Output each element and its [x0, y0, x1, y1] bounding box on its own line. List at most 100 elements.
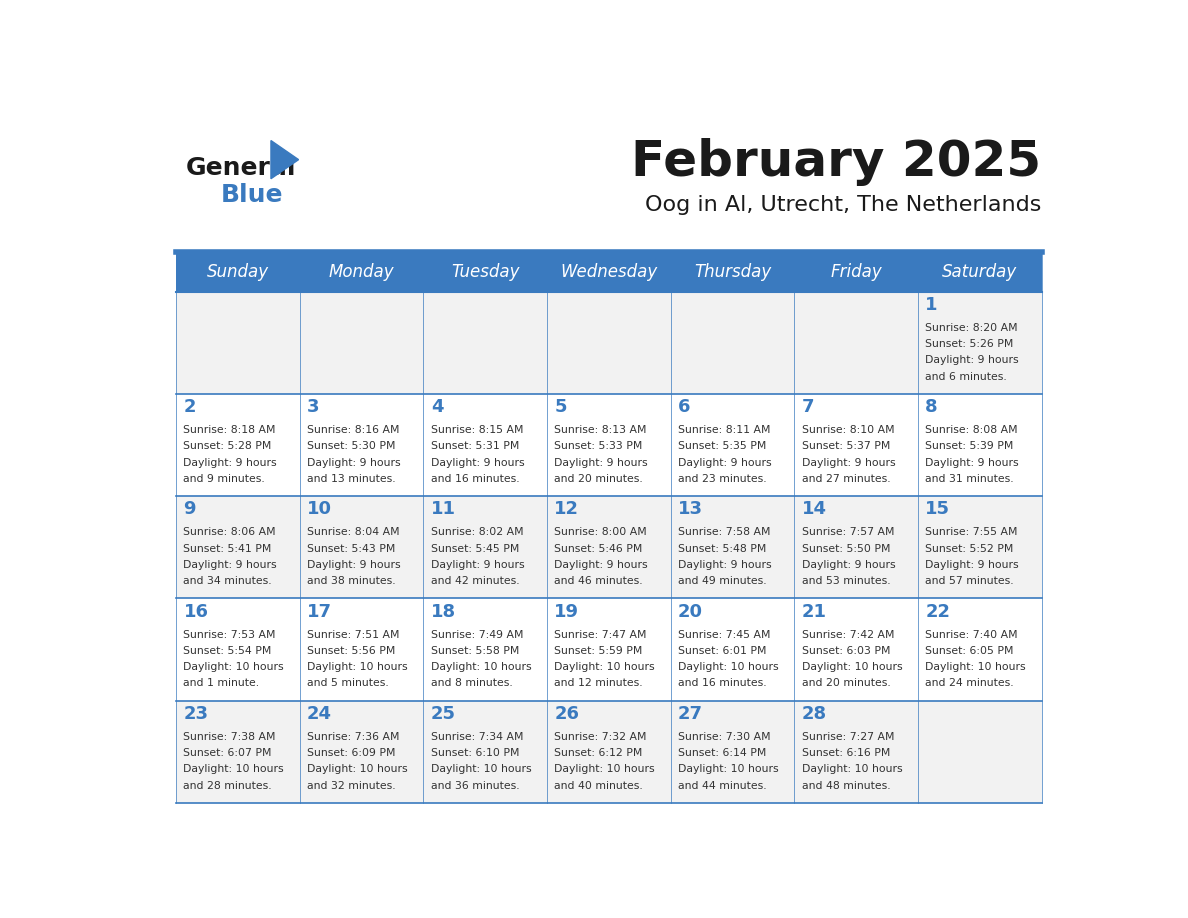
Text: Daylight: 10 hours: Daylight: 10 hours — [431, 765, 531, 774]
Text: Sunrise: 7:53 AM: Sunrise: 7:53 AM — [183, 630, 276, 640]
Text: and 20 minutes.: and 20 minutes. — [802, 678, 891, 688]
Text: and 32 minutes.: and 32 minutes. — [308, 780, 396, 790]
Text: and 24 minutes.: and 24 minutes. — [925, 678, 1013, 688]
Text: Daylight: 10 hours: Daylight: 10 hours — [678, 662, 778, 672]
Text: Daylight: 9 hours: Daylight: 9 hours — [431, 560, 524, 570]
Text: and 16 minutes.: and 16 minutes. — [431, 474, 519, 484]
Text: and 44 minutes.: and 44 minutes. — [678, 780, 766, 790]
Text: 16: 16 — [183, 603, 208, 621]
Text: 20: 20 — [678, 603, 703, 621]
Text: Sunrise: 8:18 AM: Sunrise: 8:18 AM — [183, 425, 276, 435]
Text: Daylight: 10 hours: Daylight: 10 hours — [925, 662, 1026, 672]
Bar — [546, 700, 671, 803]
Text: Sunset: 5:41 PM: Sunset: 5:41 PM — [183, 543, 272, 554]
Bar — [423, 394, 546, 497]
Bar — [423, 700, 546, 803]
Text: 22: 22 — [925, 603, 950, 621]
Text: Sunset: 5:33 PM: Sunset: 5:33 PM — [555, 442, 643, 452]
Bar — [795, 599, 918, 700]
Text: Daylight: 10 hours: Daylight: 10 hours — [308, 765, 407, 774]
Text: Sunset: 6:09 PM: Sunset: 6:09 PM — [308, 748, 396, 758]
Text: and 42 minutes.: and 42 minutes. — [431, 577, 519, 586]
Text: Blue: Blue — [220, 183, 283, 207]
Text: Sunset: 6:10 PM: Sunset: 6:10 PM — [431, 748, 519, 758]
Text: 12: 12 — [555, 500, 580, 519]
Text: Sunrise: 8:15 AM: Sunrise: 8:15 AM — [431, 425, 523, 435]
Text: 26: 26 — [555, 705, 580, 722]
Text: Daylight: 9 hours: Daylight: 9 hours — [925, 355, 1019, 365]
Text: 13: 13 — [678, 500, 703, 519]
Text: Sunrise: 7:57 AM: Sunrise: 7:57 AM — [802, 527, 895, 537]
Text: Sunrise: 7:36 AM: Sunrise: 7:36 AM — [308, 732, 399, 742]
Text: Friday: Friday — [830, 263, 881, 281]
Text: 23: 23 — [183, 705, 208, 722]
Bar — [423, 292, 546, 394]
Text: Sunset: 6:12 PM: Sunset: 6:12 PM — [555, 748, 643, 758]
Bar — [423, 497, 546, 599]
Text: Saturday: Saturday — [942, 263, 1017, 281]
Text: 19: 19 — [555, 603, 580, 621]
Text: 2: 2 — [183, 398, 196, 416]
Text: 7: 7 — [802, 398, 814, 416]
Text: General: General — [185, 156, 296, 180]
Text: Daylight: 9 hours: Daylight: 9 hours — [555, 560, 647, 570]
Text: Sunrise: 7:45 AM: Sunrise: 7:45 AM — [678, 630, 771, 640]
Text: and 16 minutes.: and 16 minutes. — [678, 678, 766, 688]
Bar — [918, 497, 1042, 599]
Text: Sunrise: 8:11 AM: Sunrise: 8:11 AM — [678, 425, 771, 435]
Bar — [671, 292, 795, 394]
Bar — [795, 394, 918, 497]
Text: Sunset: 5:31 PM: Sunset: 5:31 PM — [431, 442, 519, 452]
Text: 17: 17 — [308, 603, 333, 621]
Bar — [176, 394, 299, 497]
Text: Sunset: 5:37 PM: Sunset: 5:37 PM — [802, 442, 890, 452]
Text: Sunrise: 7:58 AM: Sunrise: 7:58 AM — [678, 527, 771, 537]
Text: Sunrise: 7:51 AM: Sunrise: 7:51 AM — [308, 630, 399, 640]
Text: Sunset: 5:35 PM: Sunset: 5:35 PM — [678, 442, 766, 452]
Text: Sunset: 5:30 PM: Sunset: 5:30 PM — [308, 442, 396, 452]
Text: 21: 21 — [802, 603, 827, 621]
Text: Sunset: 6:07 PM: Sunset: 6:07 PM — [183, 748, 272, 758]
Text: Sunset: 5:54 PM: Sunset: 5:54 PM — [183, 646, 272, 655]
Text: Daylight: 10 hours: Daylight: 10 hours — [431, 662, 531, 672]
Text: and 27 minutes.: and 27 minutes. — [802, 474, 890, 484]
Text: and 6 minutes.: and 6 minutes. — [925, 372, 1007, 382]
Text: Sunset: 5:43 PM: Sunset: 5:43 PM — [308, 543, 396, 554]
Text: 4: 4 — [431, 398, 443, 416]
Text: 28: 28 — [802, 705, 827, 722]
Bar — [176, 292, 299, 394]
Text: Daylight: 9 hours: Daylight: 9 hours — [308, 560, 400, 570]
Text: Sunrise: 8:02 AM: Sunrise: 8:02 AM — [431, 527, 524, 537]
Text: and 20 minutes.: and 20 minutes. — [555, 474, 643, 484]
Text: Sunrise: 8:00 AM: Sunrise: 8:00 AM — [555, 527, 647, 537]
Text: Sunrise: 7:42 AM: Sunrise: 7:42 AM — [802, 630, 895, 640]
Text: and 34 minutes.: and 34 minutes. — [183, 577, 272, 586]
Text: 9: 9 — [183, 500, 196, 519]
Text: and 36 minutes.: and 36 minutes. — [431, 780, 519, 790]
Text: Sunset: 6:05 PM: Sunset: 6:05 PM — [925, 646, 1013, 655]
Text: Sunset: 5:26 PM: Sunset: 5:26 PM — [925, 339, 1013, 349]
Text: Sunrise: 8:13 AM: Sunrise: 8:13 AM — [555, 425, 647, 435]
Text: Daylight: 10 hours: Daylight: 10 hours — [555, 765, 655, 774]
Text: Daylight: 9 hours: Daylight: 9 hours — [802, 560, 896, 570]
Text: 18: 18 — [431, 603, 456, 621]
Text: Daylight: 10 hours: Daylight: 10 hours — [802, 662, 903, 672]
Bar — [671, 599, 795, 700]
Text: and 46 minutes.: and 46 minutes. — [555, 577, 643, 586]
Text: February 2025: February 2025 — [632, 139, 1042, 186]
Bar — [546, 599, 671, 700]
Text: and 48 minutes.: and 48 minutes. — [802, 780, 890, 790]
Text: 11: 11 — [431, 500, 456, 519]
Text: Sunset: 5:28 PM: Sunset: 5:28 PM — [183, 442, 272, 452]
Bar — [423, 599, 546, 700]
Text: Wednesday: Wednesday — [561, 263, 657, 281]
Bar — [671, 497, 795, 599]
Text: and 9 minutes.: and 9 minutes. — [183, 474, 265, 484]
Bar — [546, 497, 671, 599]
Text: Sunset: 5:48 PM: Sunset: 5:48 PM — [678, 543, 766, 554]
Text: Thursday: Thursday — [694, 263, 771, 281]
Text: and 57 minutes.: and 57 minutes. — [925, 577, 1013, 586]
Text: Daylight: 10 hours: Daylight: 10 hours — [308, 662, 407, 672]
Text: Sunrise: 7:55 AM: Sunrise: 7:55 AM — [925, 527, 1018, 537]
Text: Daylight: 9 hours: Daylight: 9 hours — [183, 560, 277, 570]
